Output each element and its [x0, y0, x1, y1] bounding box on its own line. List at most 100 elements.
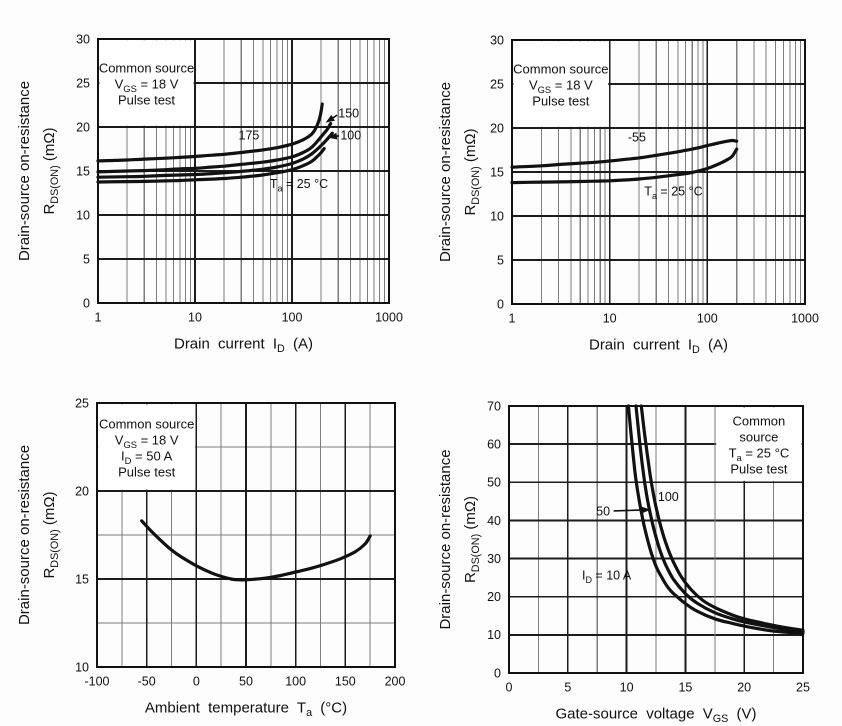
annotation-arrowhead [641, 506, 651, 514]
curve-ta-25-c [510, 147, 739, 185]
y-axis-title-line2: RDS(ON) (mΩ) [41, 127, 61, 214]
y-tick-label: 20 [487, 590, 501, 604]
y-tick-label: 10 [490, 209, 504, 223]
y-tick-label: 10 [75, 660, 89, 674]
y-tick-label: 15 [75, 572, 89, 586]
inset-condition-line: ID = 50 A [121, 449, 173, 466]
y-tick-label: 25 [75, 396, 89, 410]
chart-panel-rdson-vs-id-low-temp: -55 Ta = 25 °C Common source VGS = 18 V Puls… [421, 0, 842, 363]
y-tick-label: 25 [76, 76, 90, 90]
annotation-arrowhead [325, 114, 335, 123]
x-tick-label: 1000 [791, 311, 819, 325]
inset-condition-line: source [739, 430, 778, 445]
y-axis-title-line2: RDS(ON) (mΩ) [41, 491, 61, 578]
x-tick-label: 15 [678, 680, 692, 694]
curve-vgs-18-v-id-50-a [140, 519, 372, 582]
x-tick-label: 10 [603, 311, 617, 325]
plot-frame [510, 38, 807, 306]
y-tick-label: 10 [487, 628, 501, 642]
y-tick-label: 15 [490, 165, 504, 179]
x-tick-label: 0 [193, 674, 200, 688]
y-axis-title-line2: RDS(ON) (mΩ) [462, 496, 482, 583]
inset-condition-line: VGS = 18 V [115, 77, 179, 94]
inset-condition-line: Ta = 25 °C [729, 446, 790, 463]
inset-condition-line: VGS = 18 V [115, 433, 179, 450]
x-tick-label: 1 [95, 310, 102, 324]
x-tick-label: 10 [188, 310, 202, 324]
inset-border-lines [97, 403, 395, 667]
inset-condition-line: Pulse test [730, 462, 787, 477]
y-tick-label: 0 [494, 666, 501, 680]
chart-panel-rdson-vs-id-high-temp: 175 150 100 Ta = 25 °C Common source VGS = 18… [0, 0, 421, 363]
inset-box [513, 41, 609, 127]
x-tick-label: 0 [506, 680, 513, 694]
x-tick-label: 100 [285, 674, 306, 688]
y-axis-title-line1: Drain-source on-resistance [16, 81, 33, 261]
x-axis-title: Drain current ID (A) [589, 336, 728, 356]
x-tick-label: 5 [564, 680, 571, 694]
x-tick-label: -100 [84, 674, 109, 688]
curve-ta--55-c [510, 138, 739, 169]
inset-border-lines [512, 40, 805, 304]
y-axis-title-line2: RDS(ON) (mΩ) [462, 128, 482, 215]
annotation-label: 100 [658, 490, 679, 504]
y-tick-label: 30 [487, 552, 501, 566]
x-tick-label: 50 [239, 674, 253, 688]
annotation-label: -55 [628, 131, 646, 145]
y-tick-label: 5 [497, 253, 504, 267]
inset-border-lines [509, 406, 803, 673]
inset-condition-line: Common source [99, 61, 194, 76]
y-tick-label: 40 [487, 514, 501, 528]
inset-condition-line: Common [733, 414, 786, 429]
inset-box [98, 404, 195, 490]
inset-condition-line: Pulse test [118, 93, 175, 108]
annotation-arrow [613, 509, 644, 512]
x-tick-label: -50 [138, 674, 156, 688]
x-tick-label: 100 [697, 311, 718, 325]
y-tick-label: 15 [76, 164, 90, 178]
curve-ta-100-c [96, 131, 334, 179]
inset-condition-line: Pulse test [118, 465, 175, 480]
x-tick-label: 10 [620, 680, 634, 694]
y-tick-label: 30 [76, 32, 90, 46]
y-tick-label: 25 [490, 77, 504, 91]
annotation-label: Ta = 25 °C [644, 185, 702, 201]
inset-box [716, 407, 802, 481]
y-tick-label: 50 [487, 476, 501, 490]
y-tick-label: 5 [83, 252, 90, 266]
y-tick-label: 60 [487, 438, 501, 452]
y-tick-label: 70 [487, 399, 501, 413]
plot-frame [507, 404, 805, 675]
curve-id-10-a [626, 404, 805, 635]
y-tick-label: 20 [75, 484, 89, 498]
x-tick-label: 1000 [375, 310, 403, 324]
annotation-label: Ta = 25 °C [270, 177, 328, 193]
annotation-label: 50 [596, 505, 610, 519]
y-tick-label: 10 [76, 208, 90, 222]
x-tick-label: 100 [282, 310, 303, 324]
y-tick-label: 0 [497, 297, 504, 311]
inset-box [99, 40, 194, 126]
y-axis-title-line1: Drain-source on-resistance [16, 445, 33, 625]
annotation-label: ID = 10 A [582, 569, 632, 585]
plot-frame [95, 401, 397, 669]
inset-condition-line: VGS = 18 V [529, 78, 593, 95]
x-tick-label: 1 [509, 311, 516, 325]
x-axis-title: Gate-source voltage VGS (V) [555, 705, 756, 725]
x-tick-label: 200 [385, 674, 406, 688]
curve-ta-150-c [96, 121, 333, 174]
y-tick-label: 0 [83, 296, 90, 310]
annotation-label: 175 [239, 128, 260, 142]
curve-id-100-a [639, 404, 805, 632]
curve-ta-25-c [96, 147, 326, 184]
inset-condition-line: Pulse test [532, 94, 589, 109]
y-tick-label: 20 [490, 121, 504, 135]
y-tick-label: 20 [76, 120, 90, 134]
annotation-arrowhead [328, 132, 338, 140]
x-tick-label: 20 [737, 680, 751, 694]
x-axis-title: Ambient temperature Ta (°C) [145, 699, 347, 719]
